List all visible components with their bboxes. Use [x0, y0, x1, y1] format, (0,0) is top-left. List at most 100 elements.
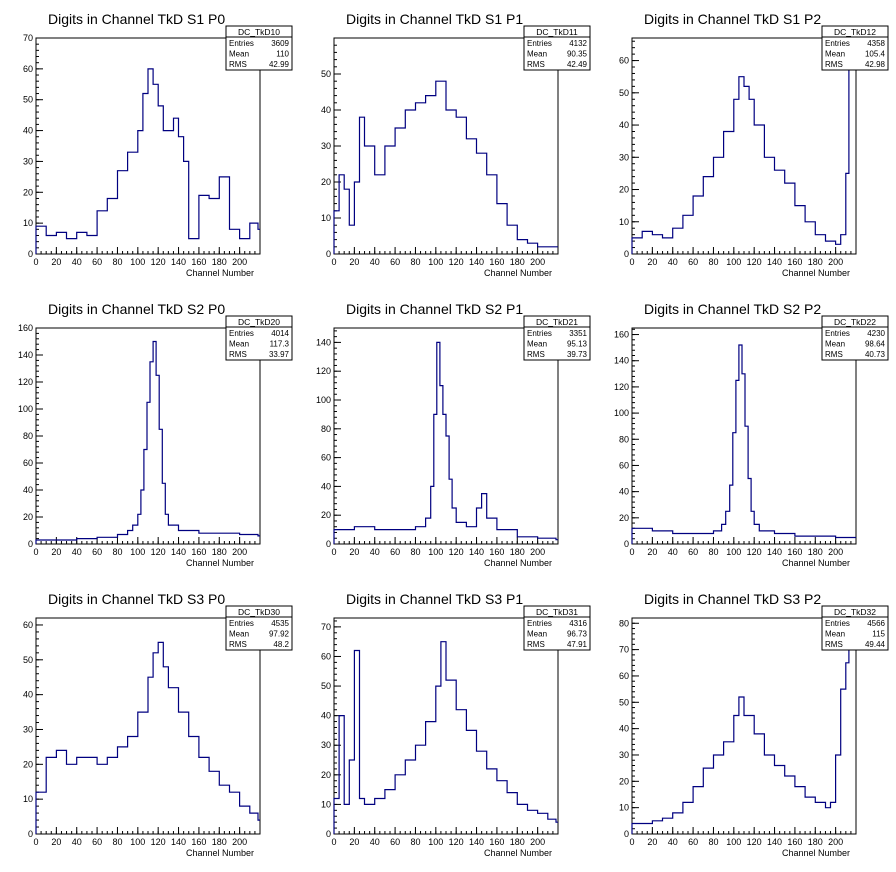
x-tick-label: 40 — [668, 257, 678, 267]
y-tick-label: 0 — [326, 249, 331, 259]
x-tick-label: 200 — [530, 547, 545, 557]
x-tick-label: 20 — [349, 547, 359, 557]
x-tick-label: 180 — [212, 837, 227, 847]
x-tick-label: 20 — [51, 257, 61, 267]
x-axis-label: Channel Number — [782, 558, 850, 568]
x-tick-label: 100 — [428, 837, 443, 847]
stats-name: DC_TkD11 — [536, 27, 578, 37]
stats-entries-label: Entries — [229, 39, 254, 48]
y-tick-label: 140 — [18, 350, 33, 360]
stats-box-frame — [821, 605, 889, 651]
x-axis-label: Channel Number — [484, 268, 552, 278]
y-tick-label: 20 — [619, 776, 629, 786]
x-tick-label: 0 — [331, 547, 336, 557]
x-tick-label: 140 — [171, 837, 186, 847]
y-tick-label: 10 — [321, 799, 331, 809]
stats-entries-label: Entries — [527, 329, 552, 338]
x-tick-label: 180 — [808, 547, 823, 557]
y-tick-label: 40 — [619, 724, 629, 734]
x-tick-label: 20 — [349, 257, 359, 267]
y-tick-label: 80 — [23, 431, 33, 441]
chart-title: Digits in Channel TkD S2 P0 — [48, 301, 225, 317]
y-tick-label: 20 — [23, 512, 33, 522]
y-tick-label: 80 — [321, 424, 331, 434]
x-tick-label: 200 — [530, 837, 545, 847]
y-tick-label: 100 — [18, 404, 33, 414]
x-tick-label: 60 — [92, 547, 102, 557]
y-tick-label: 10 — [23, 218, 33, 228]
y-tick-label: 30 — [23, 156, 33, 166]
stats-mean-label: Mean — [229, 340, 249, 349]
x-tick-label: 120 — [449, 257, 464, 267]
y-tick-label: 100 — [316, 395, 331, 405]
x-tick-label: 0 — [331, 837, 336, 847]
x-tick-label: 140 — [767, 837, 782, 847]
y-tick-label: 160 — [18, 323, 33, 333]
x-tick-label: 160 — [787, 257, 802, 267]
x-tick-label: 80 — [410, 837, 420, 847]
x-tick-label: 180 — [212, 257, 227, 267]
histogram-panel-3: Digits in Channel TkD S1 P2 0 10 20 30 40 50 60… — [619, 11, 889, 278]
y-tick-label: 20 — [321, 510, 331, 520]
y-tick-label: 60 — [23, 458, 33, 468]
y-tick-label: 50 — [23, 655, 33, 665]
stats-box-frame — [523, 315, 591, 361]
stats-mean-value: 110 — [276, 50, 289, 59]
y-tick-label: 120 — [18, 377, 33, 387]
y-tick-label: 0 — [624, 539, 629, 549]
stats-entries-value: 4316 — [569, 619, 587, 628]
y-tick-label: 20 — [23, 759, 33, 769]
x-tick-label: 160 — [191, 547, 206, 557]
y-tick-label: 120 — [614, 382, 629, 392]
y-tick-label: 60 — [619, 671, 629, 681]
x-tick-label: 180 — [808, 837, 823, 847]
x-tick-label: 60 — [92, 837, 102, 847]
y-tick-label: 50 — [321, 69, 331, 79]
histogram-panel-2: Digits in Channel TkD S1 P1 0 10 20 30 40 50 0 2… — [321, 11, 591, 278]
stats-mean-label: Mean — [825, 340, 845, 349]
stats-entries-label: Entries — [229, 329, 254, 338]
x-tick-label: 180 — [510, 257, 525, 267]
stats-name: DC_TkD32 — [834, 607, 876, 617]
y-tick-label: 0 — [326, 539, 331, 549]
y-tick-label: 70 — [23, 33, 33, 43]
x-tick-label: 140 — [469, 257, 484, 267]
chart-title: Digits in Channel TkD S3 P1 — [346, 591, 523, 607]
x-tick-label: 100 — [130, 547, 145, 557]
x-tick-label: 0 — [33, 257, 38, 267]
stats-rms-value: 33.97 — [269, 350, 290, 359]
y-tick-label: 20 — [321, 770, 331, 780]
stats-mean-value: 96.73 — [567, 630, 588, 639]
stats-rms-value: 39.73 — [567, 350, 588, 359]
stats-mean-value: 90.35 — [567, 50, 588, 59]
stats-rms-value: 40.73 — [865, 350, 886, 359]
stats-name: DC_TkD12 — [834, 27, 876, 37]
chart-title: Digits in Channel TkD S2 P2 — [644, 301, 821, 317]
stats-box: DC_TkD11 Entries 4132 Mean 90.35 RMS 42.49 — [523, 25, 591, 71]
y-tick-label: 0 — [28, 829, 33, 839]
x-tick-label: 100 — [130, 257, 145, 267]
y-tick-label: 60 — [619, 56, 629, 66]
x-tick-label: 80 — [708, 257, 718, 267]
x-axis-label: Channel Number — [186, 558, 254, 568]
x-tick-label: 100 — [726, 257, 741, 267]
stats-name: DC_TkD20 — [238, 317, 280, 327]
histogram-line — [631, 344, 856, 544]
stats-rms-label: RMS — [825, 350, 843, 359]
x-tick-label: 0 — [629, 837, 634, 847]
stats-entries-value: 3351 — [569, 329, 587, 338]
x-tick-label: 80 — [112, 257, 122, 267]
stats-box: DC_TkD12 Entries 4358 Mean 105.4 RMS 42.98 — [821, 25, 889, 71]
stats-rms-value: 42.99 — [269, 60, 290, 69]
histogram-line — [333, 341, 558, 544]
x-tick-label: 40 — [668, 547, 678, 557]
x-tick-label: 80 — [708, 547, 718, 557]
x-tick-label: 200 — [828, 837, 843, 847]
y-tick-label: 70 — [619, 645, 629, 655]
x-tick-label: 60 — [390, 547, 400, 557]
y-tick-label: 40 — [619, 487, 629, 497]
x-tick-label: 80 — [112, 837, 122, 847]
stats-mean-value: 95.13 — [567, 340, 588, 349]
stats-box: DC_TkD32 Entries 4566 Mean 115 RMS 49.44 — [821, 605, 889, 651]
y-tick-label: 70 — [321, 622, 331, 632]
